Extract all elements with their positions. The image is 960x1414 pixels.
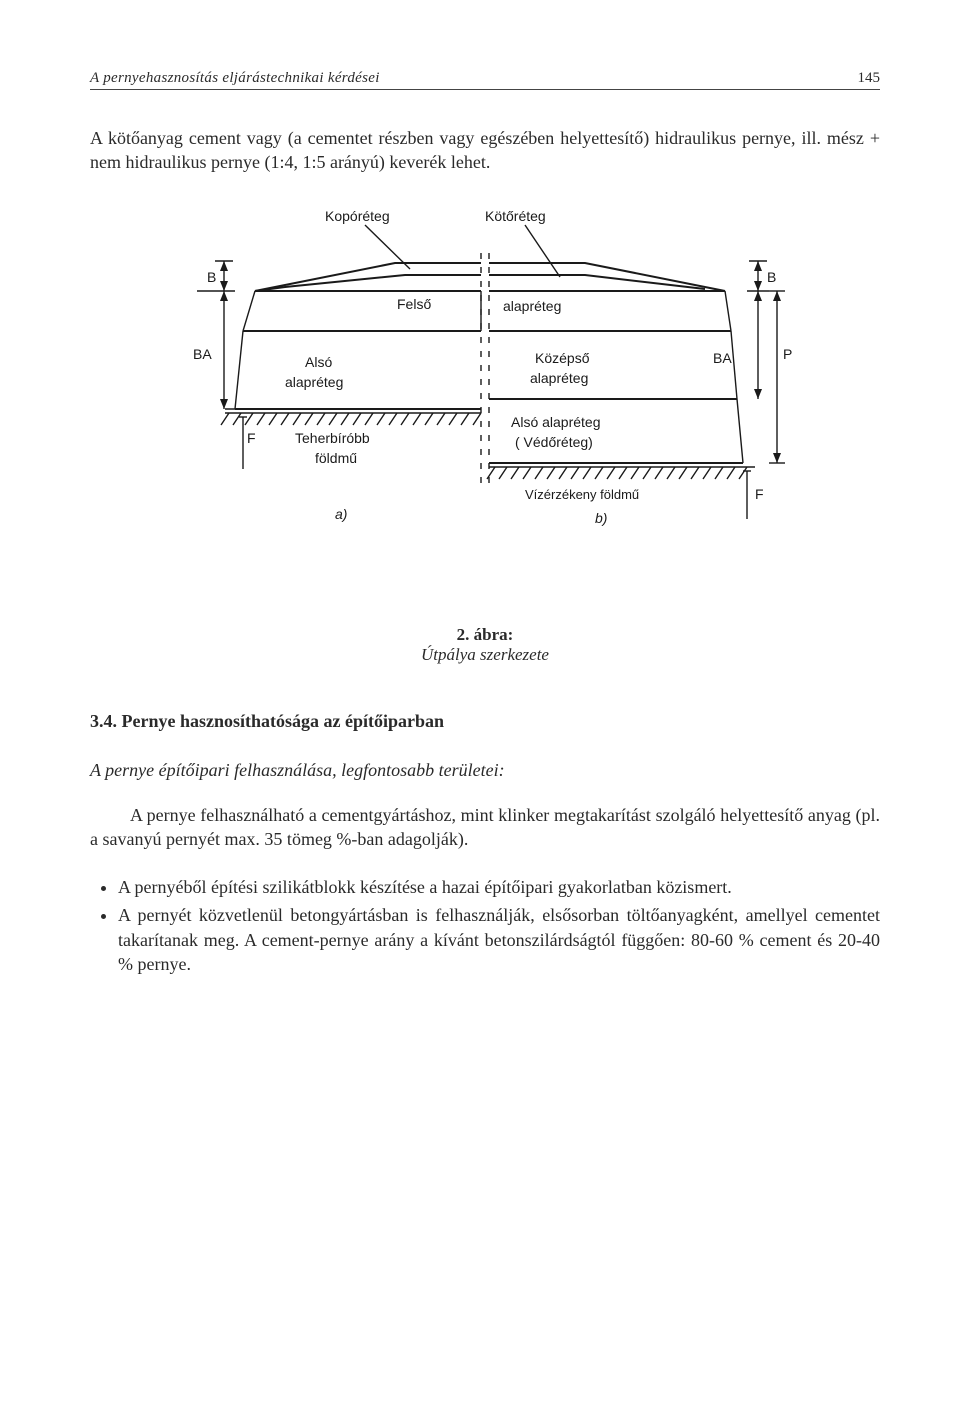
ground-hatch-right xyxy=(487,467,755,479)
label-koporeteg: Kopóréteg xyxy=(325,208,390,224)
label-also-alapreteg: Alsó alapréteg xyxy=(511,414,601,430)
dim-f-right: F xyxy=(755,486,764,502)
dim-b-left: B xyxy=(207,269,216,285)
intro-paragraph: A kötőanyag cement vagy (a cementet rész… xyxy=(90,126,880,175)
label-vizerzekeny: Vízérzékeny földmű xyxy=(525,487,639,502)
dim-b-right: B xyxy=(767,269,776,285)
figure-2-diagram: Kopóréteg Kötőréteg B BA xyxy=(165,199,805,665)
page-number: 145 xyxy=(858,70,881,87)
figure-caption-title: Útpálya szerkezete xyxy=(421,645,549,664)
label-also: Alsó xyxy=(305,354,332,370)
label-kozepso: Középső xyxy=(535,350,590,366)
label-teherbirobb: Teherbíróbb xyxy=(295,430,370,446)
list-item: A pernyét közvetlenül betongyártásban is… xyxy=(118,903,880,976)
label-vedoreteg: ( Védőréteg) xyxy=(515,434,593,450)
dim-f-left: F xyxy=(247,430,256,446)
section-3-4-bullets: A pernyéből építési szilikátblokk készít… xyxy=(90,875,880,976)
label-alapreteg: alapréteg xyxy=(503,298,561,314)
label-felso: Felső xyxy=(397,296,431,312)
dim-p: P xyxy=(783,346,792,362)
section-3-4-paragraph: A pernye felhasználható a cementgyártásh… xyxy=(90,803,880,852)
dim-ba-right: BA xyxy=(713,350,732,366)
label-b: b) xyxy=(595,510,607,526)
dim-ba-left: BA xyxy=(193,346,212,362)
running-head: A pernyehasznosítás eljárástechnikai kér… xyxy=(90,70,880,90)
figure-caption: 2. ábra: Útpálya szerkezete xyxy=(165,625,805,665)
label-kotoreteg: Kötőréteg xyxy=(485,208,546,224)
list-item: A pernyéből építési szilikátblokk készít… xyxy=(118,875,880,899)
figure-caption-number: 2. ábra: xyxy=(457,625,514,644)
ground-hatch-left xyxy=(221,409,481,425)
label-kozepso-alapreteg: alapréteg xyxy=(530,370,588,386)
label-foldmu: földmű xyxy=(315,450,357,466)
label-a: a) xyxy=(335,506,347,522)
label-also-alapreteg-top: alapréteg xyxy=(285,374,343,390)
running-head-title: A pernyehasznosítás eljárástechnikai kér… xyxy=(90,70,380,87)
section-3-4-heading: 3.4. Pernye hasznosíthatósága az építőip… xyxy=(90,711,880,732)
section-3-4-subheading: A pernye építőipari felhasználása, legfo… xyxy=(90,760,880,781)
